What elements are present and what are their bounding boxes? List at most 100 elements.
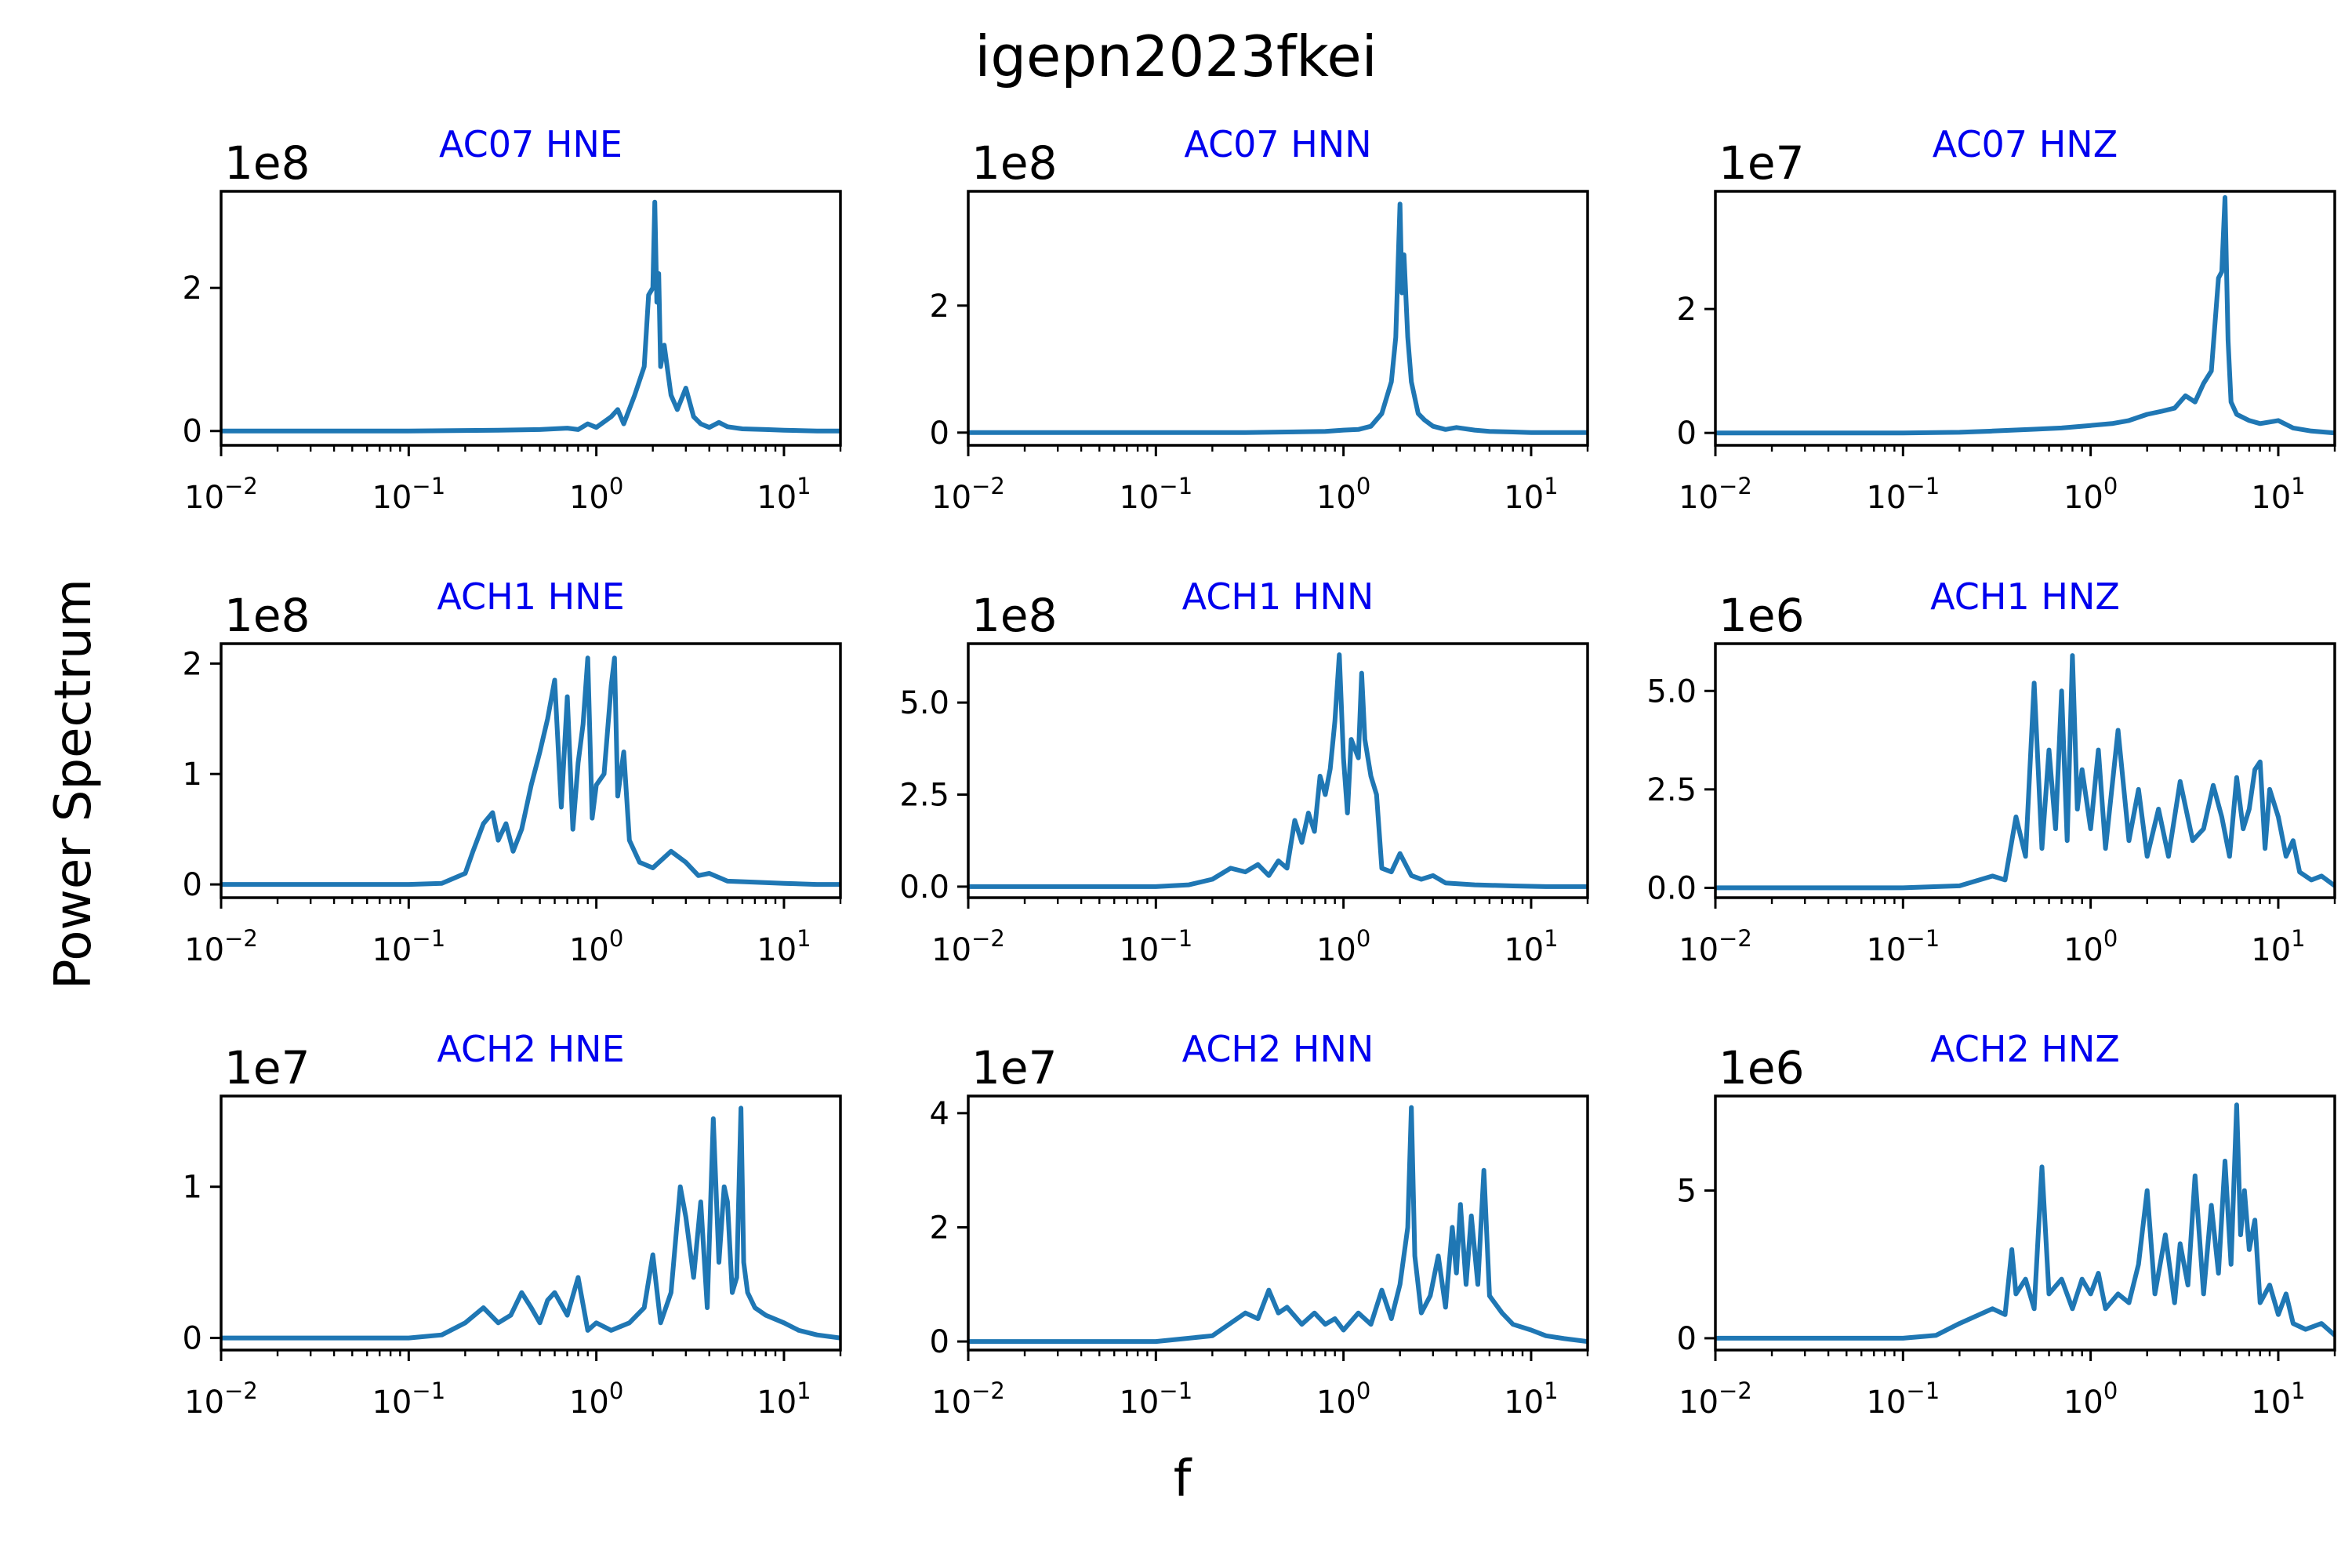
x-tick-label: 10−1: [1119, 1377, 1192, 1421]
series-line: [1715, 194, 2335, 436]
subplot-title: ACH1 HNE: [437, 575, 624, 618]
x-tick-label: 101: [1504, 473, 1558, 516]
x-tick-label: 10−1: [1866, 925, 1940, 968]
axis-offset-label: 1e7: [224, 1041, 310, 1094]
x-tick-label: 101: [1504, 925, 1558, 968]
x-tick-label: 10−1: [372, 473, 445, 516]
x-tick-label: 100: [2063, 1377, 2118, 1421]
x-tick-label: 100: [1316, 1377, 1370, 1421]
y-tick-label: 0: [930, 1324, 949, 1360]
x-tick-label: 100: [1316, 473, 1370, 516]
plot-frame: [220, 1094, 842, 1352]
subplot-title: ACH2 HNE: [437, 1028, 624, 1070]
series-line: [221, 1105, 840, 1341]
series-line: [968, 1105, 1588, 1345]
x-tick-label: 100: [2063, 925, 2118, 968]
plot-frame: [1714, 642, 2336, 899]
y-tick-label: 0: [930, 416, 949, 452]
plot-frame: [967, 190, 1589, 447]
plot-frame: [1714, 190, 2336, 447]
axis-offset-label: 1e7: [971, 1041, 1058, 1094]
axis-offset-label: 1e8: [224, 136, 310, 190]
x-tick-label: 10−1: [1119, 473, 1192, 516]
plot-frame: [967, 1094, 1589, 1352]
series-line: [968, 652, 1588, 889]
axis-offset-label: 1e8: [224, 589, 310, 642]
x-tick-label: 10−1: [1866, 1377, 1940, 1421]
x-tick-label: 10−1: [372, 1377, 445, 1421]
axis-offset-label: 1e8: [971, 589, 1058, 642]
subplot-title: AC07 HNZ: [1933, 123, 2118, 165]
subplot: 10−2 10−1 100 101 0 2 4 1e7 ACH2 HNN: [930, 1028, 1589, 1421]
series-line: [221, 199, 840, 434]
subplot-title: ACH1 HNZ: [1930, 575, 2120, 618]
x-tick-label: 10−2: [1679, 1377, 1752, 1421]
subplot: 10−2 10−1 100 101 0 2 1e7 AC07 HNZ: [1677, 123, 2336, 516]
y-tick-label: 0: [183, 414, 202, 450]
x-tick-label: 100: [569, 1377, 623, 1421]
y-tick-label: 2.5: [899, 778, 949, 814]
plot-frame: [967, 642, 1589, 899]
x-tick-label: 100: [2063, 473, 2118, 516]
subplot: 10−2 10−1 100 101 0.0 2.5 5.0 1e8 ACH1 HNN: [899, 575, 1589, 968]
axis-offset-label: 1e6: [1719, 1041, 1805, 1094]
plot-frame: [220, 642, 842, 899]
subplot-title: ACH1 HNN: [1182, 575, 1374, 618]
y-tick-label: 0: [1677, 416, 1697, 452]
x-tick-label: 101: [757, 925, 811, 968]
y-tick-label: 0: [1677, 1321, 1697, 1357]
y-tick-label: 1: [183, 757, 202, 793]
series-line: [968, 201, 1588, 435]
x-tick-label: 10−2: [184, 925, 258, 968]
x-tick-label: 100: [569, 925, 623, 968]
plot-frame: [1714, 1094, 2336, 1352]
x-axis-label: f: [1173, 1450, 1192, 1508]
axis-offset-label: 1e6: [1719, 589, 1805, 642]
x-tick-label: 10−2: [184, 473, 258, 516]
y-tick-label: 0.0: [1646, 870, 1697, 906]
y-tick-label: 2: [930, 1210, 949, 1246]
x-tick-label: 100: [569, 473, 623, 516]
subplot: 10−2 10−1 100 101 0 2 1e8 AC07 HNE: [183, 123, 842, 516]
subplot: 10−2 10−1 100 101 0.0 2.5 5.0 1e6 ACH1 HNZ: [1646, 575, 2336, 968]
x-tick-label: 101: [1504, 1377, 1558, 1421]
subplot: 10−2 10−1 100 101 0 2 1e8 AC07 HNN: [930, 123, 1589, 516]
subplot-title: ACH2 HNN: [1182, 1028, 1374, 1070]
x-tick-label: 101: [2251, 1377, 2305, 1421]
y-tick-label: 2.5: [1646, 772, 1697, 808]
y-tick-label: 5.0: [1646, 673, 1697, 710]
subplot: 10−2 10−1 100 101 0 5 1e6 ACH2 HNZ: [1677, 1028, 2336, 1421]
subplot-title: ACH2 HNZ: [1930, 1028, 2120, 1070]
x-tick-label: 101: [757, 473, 811, 516]
axis-offset-label: 1e8: [971, 136, 1058, 190]
y-tick-label: 5: [1677, 1174, 1697, 1210]
x-tick-label: 101: [2251, 925, 2305, 968]
y-tick-label: 0: [183, 1321, 202, 1357]
x-tick-label: 10−2: [1679, 473, 1752, 516]
series-line: [1715, 1102, 2335, 1341]
y-tick-label: 5.0: [899, 685, 949, 721]
series-line: [221, 655, 840, 887]
y-tick-label: 0: [183, 867, 202, 903]
subplot-title: AC07 HNN: [1184, 123, 1371, 165]
x-tick-label: 10−2: [931, 925, 1005, 968]
y-tick-label: 2: [1677, 292, 1697, 328]
subplot-title: AC07 HNE: [439, 123, 622, 165]
y-tick-label: 2: [183, 270, 202, 307]
x-tick-label: 101: [757, 1377, 811, 1421]
y-tick-label: 2: [930, 289, 949, 325]
x-tick-label: 100: [1316, 925, 1370, 968]
y-tick-label: 2: [183, 646, 202, 682]
y-tick-label: 0.0: [899, 869, 949, 906]
x-tick-label: 10−2: [184, 1377, 258, 1421]
y-tick-label: 4: [930, 1096, 949, 1132]
x-tick-label: 10−2: [931, 1377, 1005, 1421]
x-tick-label: 10−1: [1119, 925, 1192, 968]
axis-offset-label: 1e7: [1719, 136, 1805, 190]
plot-frame: [220, 190, 842, 447]
x-tick-label: 10−1: [1866, 473, 1940, 516]
